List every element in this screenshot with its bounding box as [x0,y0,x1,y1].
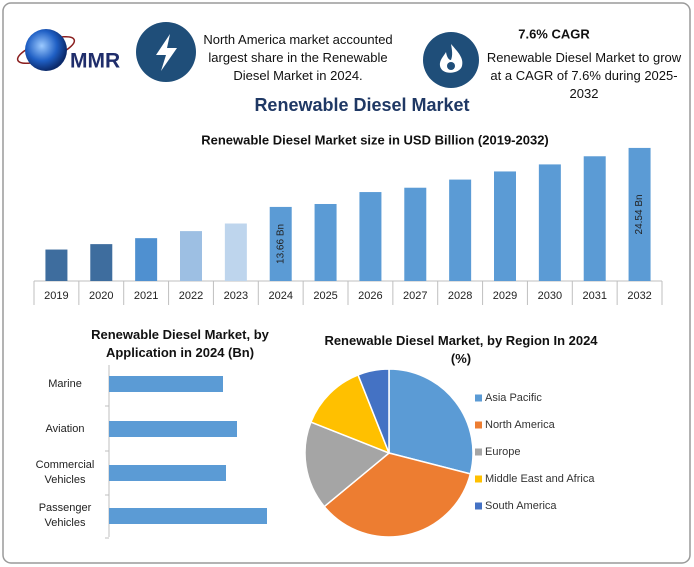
bar [449,179,472,281]
y-tick-label: Commercial Vehicles [35,459,95,486]
bar [109,465,226,481]
pie-slice [304,421,391,508]
bar [180,231,202,281]
x-tick-label: 2020 [89,290,113,302]
main-title: Renewable Diesel Market [254,95,469,115]
bar [314,203,337,281]
bar [538,164,561,281]
legend-swatch [475,421,482,429]
legend-label: North America [485,419,556,431]
x-tick-label: 2024 [268,290,292,302]
y-tick-label: Passenger Vehicles [38,502,92,529]
cagr-text: Renewable Diesel Market to grow at a CAG… [486,50,682,101]
legend-swatch [475,448,482,456]
x-tick-label: 2030 [538,290,562,302]
highlight-text: North America market accounted largest s… [203,32,393,83]
data-label: 13.66 Bn [275,224,286,264]
x-tick-label: 2027 [403,290,427,302]
legend-swatch [475,475,482,483]
bar [269,206,292,281]
bar [109,508,267,524]
pie-slice [323,452,472,538]
bar [494,171,516,281]
cagr-title: 7.6% CAGR [518,26,590,41]
legend-swatch [475,394,482,402]
x-tick-label: 2022 [179,290,203,302]
pie-slice [357,368,390,454]
icon-bolt [156,34,177,71]
legend-label: Europe [485,446,520,458]
x-tick-label: 2021 [134,290,158,302]
chart-title: Renewable Diesel Market size in USD Bill… [201,132,549,147]
legend-swatch [475,502,482,510]
x-tick-label: 2031 [582,290,606,302]
legend-label: South America [485,500,557,512]
x-tick-label: 2029 [493,290,517,302]
chart-title: Renewable Diesel Market, by Region In 20… [324,333,598,366]
bar [359,192,382,281]
x-tick-label: 2028 [448,290,472,302]
x-tick-label: 2019 [44,290,68,302]
icon-flame-core [447,62,455,70]
bar [109,421,237,437]
y-tick-label: Marine [48,377,82,390]
pie-slice [309,373,391,455]
bar [224,223,247,281]
data-label: 24.54 Bn [634,194,645,234]
bar [109,376,223,392]
x-tick-label: 2032 [627,290,651,302]
bar [628,147,651,281]
logo-text: MMR [70,50,120,73]
x-tick-label: 2025 [313,290,337,302]
bar [135,238,158,281]
icon-flame [439,44,463,73]
bar [90,244,113,281]
y-tick-label: Aviation [45,422,85,435]
bar [45,249,68,281]
legend-label: Middle East and Africa [485,473,595,485]
bar [583,156,606,281]
legend-label: Asia Pacific [485,392,542,404]
chart-title: Renewable Diesel Market, by Application … [91,327,269,360]
pie-slice [388,368,474,475]
x-tick-label: 2026 [358,290,382,302]
bar [404,187,427,281]
x-tick-label: 2023 [224,290,248,302]
logo-globe [25,29,67,71]
